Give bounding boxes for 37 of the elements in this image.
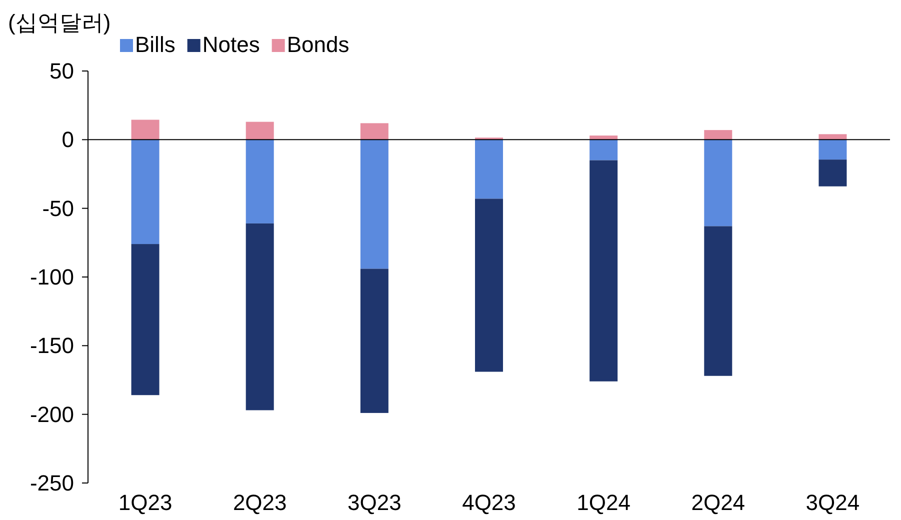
legend-label: Bonds	[286, 32, 350, 57]
y-tick-label: -100	[30, 264, 74, 290]
bar	[475, 198, 503, 372]
y-axis-title: (십억달러)	[8, 10, 111, 35]
bar	[704, 140, 732, 226]
bar	[590, 140, 618, 160]
bar	[590, 160, 618, 382]
bar	[246, 122, 274, 140]
bar	[360, 123, 388, 140]
x-tick-label: 3Q24	[806, 490, 860, 515]
y-tick-label: -200	[30, 402, 74, 427]
bar	[818, 160, 847, 186]
bar	[818, 140, 847, 160]
y-tick-label: 50	[50, 58, 74, 84]
bar	[360, 268, 388, 413]
legend-label: Notes	[202, 32, 260, 57]
bar	[131, 244, 160, 396]
bar	[475, 140, 503, 199]
y-tick-label: -50	[42, 196, 74, 221]
y-tick-label: -150	[30, 333, 74, 358]
legend-label: Bills	[135, 32, 176, 57]
bar	[818, 134, 847, 140]
x-tick-label: 1Q24	[576, 490, 630, 515]
y-tick-label: 0	[62, 127, 74, 152]
bar	[131, 140, 160, 244]
x-tick-label: 4Q23	[462, 490, 516, 515]
x-tick-label: 2Q24	[691, 490, 746, 515]
bar	[131, 120, 160, 140]
bar	[360, 140, 388, 269]
bar	[704, 130, 732, 140]
bar	[246, 223, 274, 410]
x-tick-label: 1Q23	[118, 490, 172, 515]
y-tick-label: -250	[30, 470, 74, 496]
x-tick-label: 2Q23	[232, 490, 287, 515]
x-tick-label: 3Q23	[348, 490, 402, 515]
bar	[246, 140, 274, 224]
bar	[704, 226, 732, 376]
